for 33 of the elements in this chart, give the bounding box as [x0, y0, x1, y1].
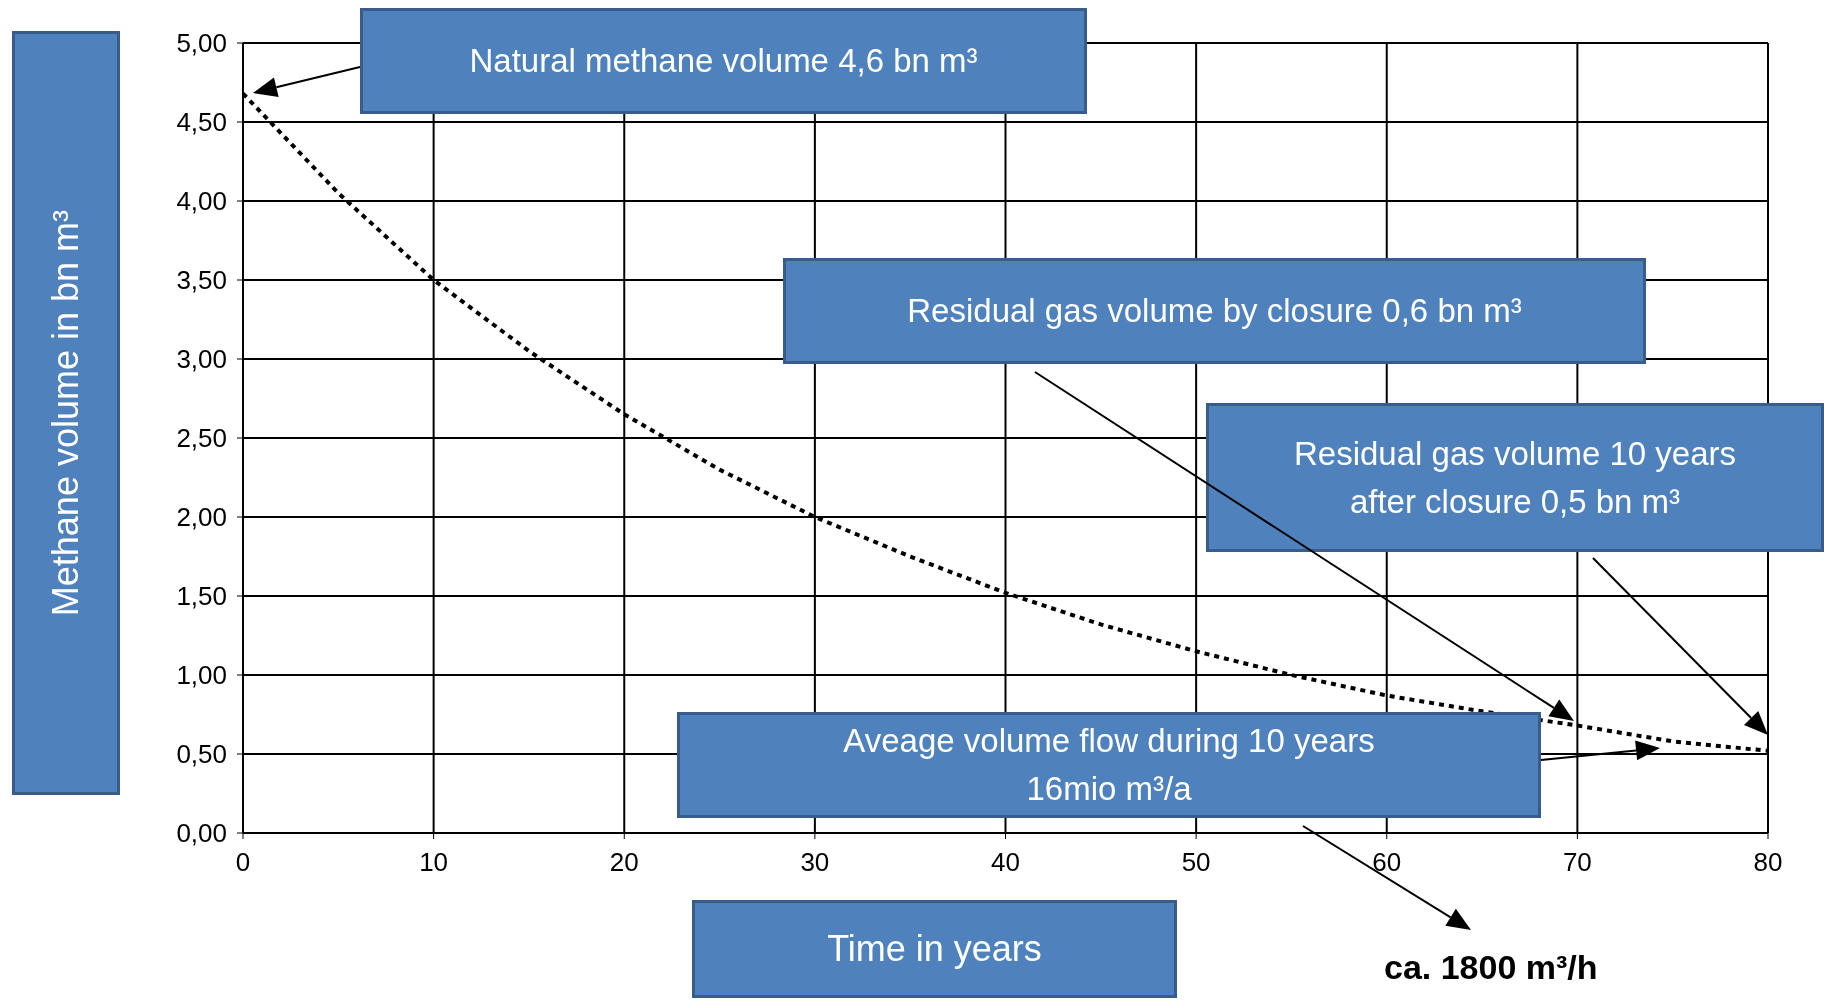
annotation: Natural methane volume 4,6 bn m³ — [469, 41, 978, 82]
callout-box: Aveage volume flow during 10 years 16mio m³/a — [677, 712, 1541, 818]
y-tick-label: 1,00 — [176, 660, 227, 691]
y-tick-label: 4,00 — [176, 186, 227, 217]
y-tick-label: 3,50 — [176, 265, 227, 296]
x-tick-label: 60 — [1372, 847, 1402, 878]
x-tick-label: 50 — [1181, 847, 1211, 878]
callout-box: Natural methane volume 4,6 bn m³ — [360, 8, 1087, 114]
callout-box: Residual gas volume 10 years after closure 0,5 bn m³ — [1206, 403, 1824, 552]
label-box: Methane volume in bn m³ — [12, 31, 120, 795]
y-tick-label: 0,00 — [176, 818, 227, 849]
annotation: Aveage volume flow during 10 years 16mio m³/a — [842, 721, 1376, 809]
y-tick-label: 0,50 — [176, 739, 227, 770]
label-box: Time in years — [692, 900, 1177, 998]
y-tick-label: 4,50 — [176, 107, 227, 138]
x-tick-label: 10 — [419, 847, 449, 878]
y-axis-title: Methane volume in bn m³ — [43, 209, 87, 617]
callout-box: Residual gas volume by closure 0,6 bn m³ — [783, 258, 1646, 364]
x-tick-label: 30 — [800, 847, 830, 878]
y-tick-label: 5,00 — [176, 28, 227, 59]
y-tick-label: 1,50 — [176, 581, 227, 612]
x-tick-label: 0 — [235, 847, 251, 878]
annotation: Residual gas volume by closure 0,6 bn m³ — [907, 291, 1522, 332]
x-tick-label: 40 — [991, 847, 1020, 878]
x-tick-label: 80 — [1753, 847, 1783, 878]
y-tick-label: 2,00 — [176, 502, 227, 533]
y-tick-label: 2,50 — [176, 423, 227, 454]
x-axis-title: Time in years — [827, 926, 1042, 971]
y-tick-label: 3,00 — [176, 344, 227, 375]
x-tick-label: 70 — [1562, 847, 1592, 878]
x-tick-label: 20 — [609, 847, 639, 878]
text: ca. 1800 m³/h — [1384, 948, 1599, 987]
annotation: Residual gas volume 10 years after closure 0,5 bn m³ — [1292, 433, 1738, 522]
